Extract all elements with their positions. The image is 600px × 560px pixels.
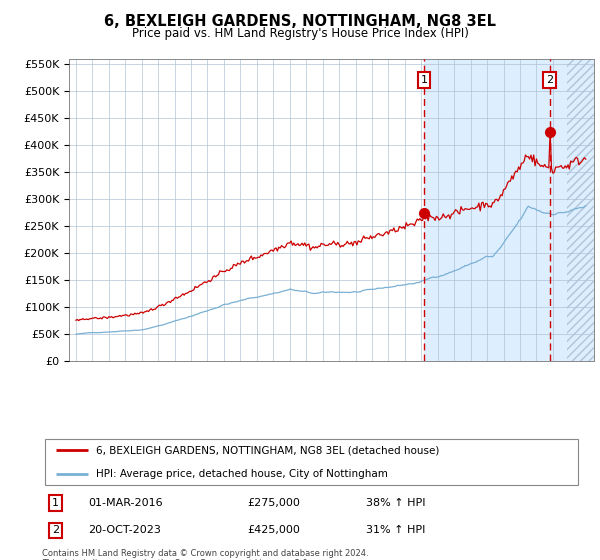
Text: 6, BEXLEIGH GARDENS, NOTTINGHAM, NG8 3EL: 6, BEXLEIGH GARDENS, NOTTINGHAM, NG8 3EL — [104, 14, 496, 29]
Text: 1: 1 — [52, 498, 59, 508]
Text: 2: 2 — [546, 75, 553, 85]
Bar — [424, 59, 594, 361]
Text: HPI: Average price, detached house, City of Nottingham: HPI: Average price, detached house, City… — [96, 469, 388, 479]
Text: Price paid vs. HM Land Registry's House Price Index (HPI): Price paid vs. HM Land Registry's House … — [131, 27, 469, 40]
Text: £425,000: £425,000 — [247, 525, 300, 535]
Text: 20-OCT-2023: 20-OCT-2023 — [88, 525, 161, 535]
Text: 6, BEXLEIGH GARDENS, NOTTINGHAM, NG8 3EL (detached house): 6, BEXLEIGH GARDENS, NOTTINGHAM, NG8 3EL… — [96, 445, 439, 455]
Bar — [69, 59, 424, 361]
Text: £275,000: £275,000 — [247, 498, 300, 508]
Bar — [566, 59, 594, 361]
FancyBboxPatch shape — [45, 439, 578, 485]
Text: 01-MAR-2016: 01-MAR-2016 — [88, 498, 163, 508]
Text: 2: 2 — [52, 525, 59, 535]
Text: 38% ↑ HPI: 38% ↑ HPI — [366, 498, 425, 508]
Text: 31% ↑ HPI: 31% ↑ HPI — [366, 525, 425, 535]
Text: 1: 1 — [421, 75, 428, 85]
Text: Contains HM Land Registry data © Crown copyright and database right 2024.
This d: Contains HM Land Registry data © Crown c… — [42, 549, 368, 560]
